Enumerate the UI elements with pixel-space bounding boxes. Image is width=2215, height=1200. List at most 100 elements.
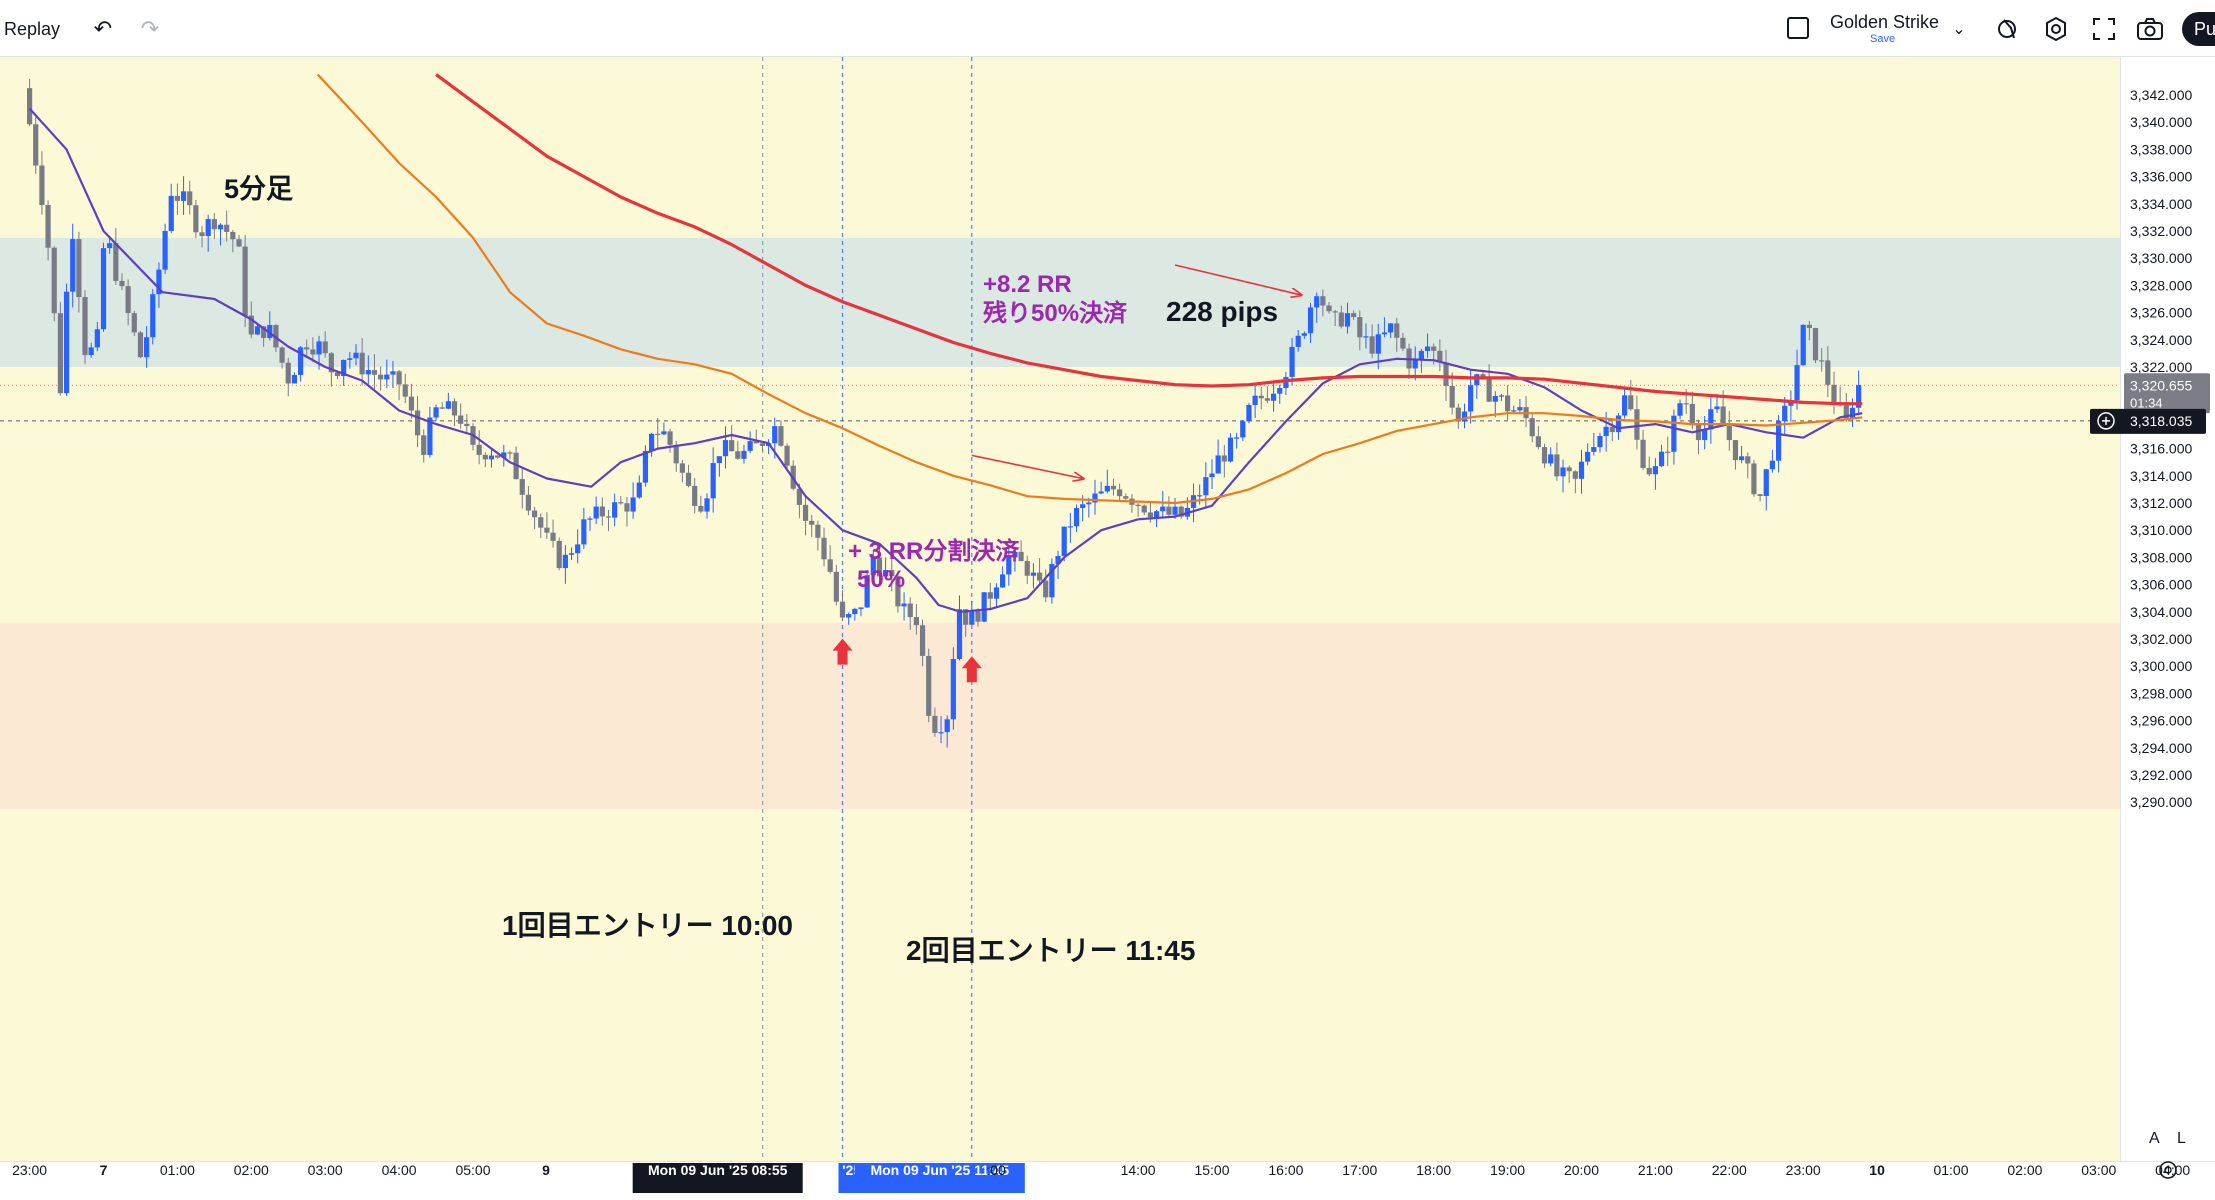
candle[interactable] [217, 223, 224, 246]
candle[interactable] [1726, 410, 1732, 451]
candle[interactable] [581, 507, 587, 549]
candle[interactable] [1067, 512, 1073, 543]
candle[interactable] [1314, 292, 1320, 323]
candle[interactable] [310, 337, 316, 362]
candle[interactable] [1394, 317, 1400, 352]
candle[interactable] [1221, 445, 1227, 478]
candle[interactable] [605, 510, 612, 532]
candle[interactable] [1800, 324, 1806, 366]
candle[interactable] [1049, 558, 1055, 604]
add-alert-icon[interactable] [2097, 412, 2115, 430]
candle[interactable] [1677, 399, 1683, 420]
candle[interactable] [839, 590, 846, 621]
candle[interactable] [45, 200, 51, 261]
candle[interactable] [1856, 370, 1862, 416]
candle[interactable] [519, 467, 525, 509]
candle[interactable] [427, 406, 433, 458]
candle[interactable] [1381, 317, 1388, 338]
candle[interactable] [1572, 470, 1578, 494]
candle[interactable] [1511, 405, 1517, 412]
candle[interactable] [1646, 456, 1652, 477]
candle[interactable] [1437, 339, 1443, 372]
candle[interactable] [224, 210, 230, 242]
candle[interactable] [57, 302, 63, 396]
candle[interactable] [1227, 433, 1234, 463]
candle[interactable] [950, 647, 956, 730]
candle[interactable] [1252, 382, 1258, 419]
candle[interactable] [1825, 346, 1831, 398]
candle[interactable] [1578, 449, 1585, 494]
candle[interactable] [1757, 494, 1763, 502]
candle[interactable] [137, 330, 144, 358]
candle[interactable] [575, 529, 581, 564]
candle[interactable] [1782, 396, 1788, 435]
candle[interactable] [451, 398, 458, 427]
candle[interactable] [870, 550, 876, 585]
candle[interactable] [722, 426, 729, 469]
candle[interactable] [1326, 301, 1332, 314]
candle[interactable] [679, 459, 685, 483]
candle[interactable] [550, 519, 556, 548]
candle[interactable] [1739, 445, 1745, 464]
candle[interactable] [421, 429, 427, 463]
candle[interactable] [562, 545, 568, 584]
candle[interactable] [322, 330, 328, 358]
layout-name[interactable]: Golden Strike [1830, 12, 1940, 32]
candle[interactable] [1264, 386, 1271, 404]
candle[interactable] [304, 339, 310, 357]
candle[interactable] [612, 493, 618, 527]
candle[interactable] [1548, 447, 1554, 467]
candle[interactable] [464, 414, 470, 433]
candle[interactable] [180, 176, 187, 215]
candle[interactable] [1178, 505, 1184, 519]
candle[interactable] [476, 430, 482, 465]
candle[interactable] [833, 565, 839, 606]
candle[interactable] [1412, 346, 1418, 381]
candle[interactable] [809, 515, 815, 537]
candle[interactable] [156, 262, 162, 308]
candle[interactable] [587, 516, 593, 531]
candle[interactable] [378, 366, 384, 391]
candle[interactable] [926, 648, 932, 723]
candle[interactable] [796, 483, 802, 519]
candle[interactable] [1424, 333, 1431, 358]
candle[interactable] [76, 231, 82, 313]
candle[interactable] [359, 338, 365, 386]
candle[interactable] [1036, 558, 1043, 585]
candle[interactable] [1240, 419, 1246, 441]
candle[interactable] [1307, 303, 1314, 343]
candle[interactable] [704, 493, 710, 519]
candle[interactable] [667, 428, 673, 453]
candle[interactable] [876, 544, 883, 584]
candle[interactable] [710, 447, 716, 513]
candle[interactable] [445, 392, 451, 410]
candle[interactable] [396, 370, 402, 401]
candle[interactable] [1615, 413, 1622, 440]
candle[interactable] [1498, 393, 1505, 402]
candle[interactable] [655, 417, 661, 448]
candle[interactable] [82, 290, 88, 365]
candle[interactable] [1665, 436, 1671, 467]
candle[interactable] [1529, 414, 1535, 443]
candle[interactable] [495, 455, 501, 459]
candle[interactable] [1732, 439, 1739, 470]
candle[interactable] [1769, 449, 1776, 473]
candle[interactable] [1332, 309, 1338, 326]
candle[interactable] [618, 495, 624, 505]
candle[interactable] [784, 443, 790, 472]
candle[interactable] [1763, 468, 1769, 511]
time-axis-settings-icon[interactable] [2159, 1161, 2177, 1179]
candle[interactable] [1092, 479, 1098, 515]
candle[interactable] [913, 604, 919, 635]
candle[interactable] [1086, 497, 1092, 518]
candle[interactable] [279, 346, 285, 369]
candle[interactable] [895, 571, 901, 613]
candle[interactable] [205, 214, 211, 252]
candle[interactable] [1702, 415, 1708, 450]
candle[interactable] [1123, 493, 1129, 502]
candle[interactable] [1628, 380, 1634, 411]
candle[interactable] [1652, 458, 1658, 490]
candle[interactable] [144, 326, 150, 368]
candle[interactable] [987, 583, 993, 609]
candle[interactable] [889, 556, 895, 592]
